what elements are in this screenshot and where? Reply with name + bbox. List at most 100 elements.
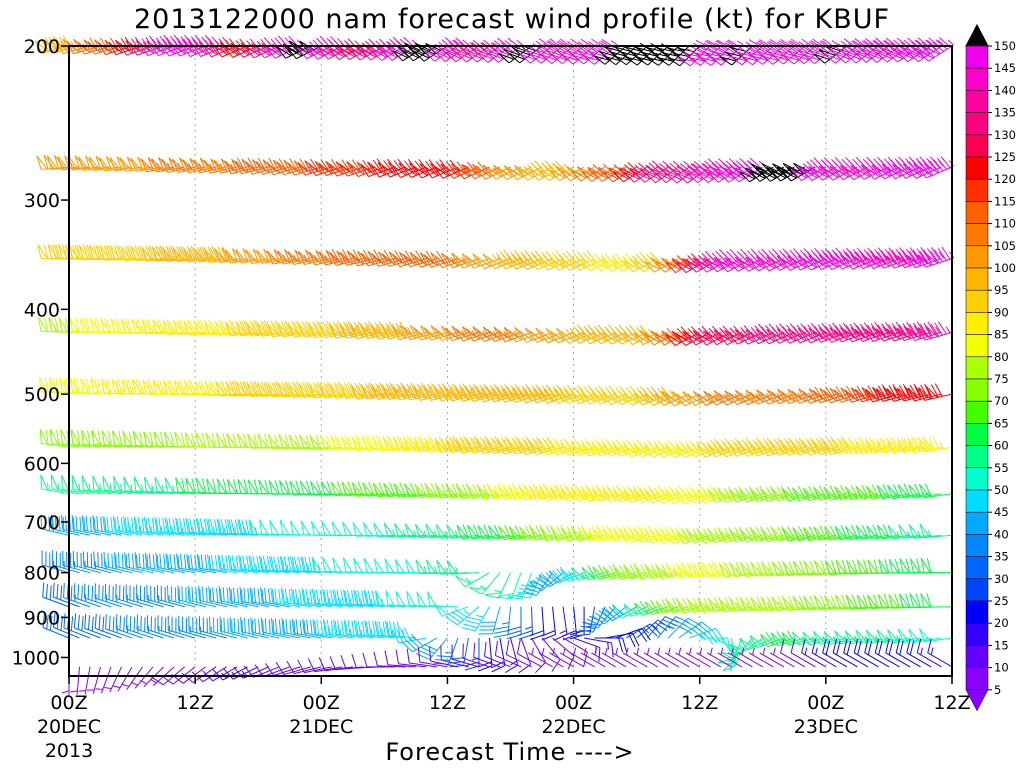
- colorbar-label: 145: [994, 61, 1016, 75]
- wind-barb: [920, 592, 953, 608]
- wind-barb: [248, 555, 280, 574]
- wind-barb: [413, 43, 448, 62]
- wind-barb: [580, 647, 606, 668]
- wind-barb: [822, 247, 860, 271]
- wind-barb: [384, 650, 416, 668]
- wind-barb: [260, 617, 290, 639]
- wind-barb: [406, 648, 437, 668]
- wind-barb: [822, 638, 848, 668]
- colorbar-label: 140: [994, 83, 1016, 97]
- colorbar-bottom-arrow: [965, 689, 989, 712]
- wind-barb: [678, 621, 714, 639]
- wind-barb: [113, 515, 143, 536]
- colorbar-swatch: [965, 112, 989, 136]
- colorbar-label: 35: [994, 550, 1009, 564]
- wind-barb: [515, 572, 543, 599]
- wind-barb: [286, 660, 322, 675]
- wind-barb: [813, 485, 847, 501]
- wind-barb: [498, 525, 532, 541]
- wind-barb: [771, 525, 805, 542]
- x-axis-label: Forecast Time ---->: [385, 738, 634, 766]
- wind-barb: [518, 483, 553, 501]
- colorbar-swatch: [965, 511, 989, 535]
- wind-barb: [322, 588, 353, 608]
- wind-barb: [780, 638, 806, 668]
- wind-barb: [275, 661, 311, 676]
- wind-barb: [548, 566, 585, 584]
- x-tick-label: 12Z: [933, 692, 970, 714]
- colorbar-label: 25: [994, 594, 1009, 608]
- wind-barb: [89, 244, 122, 261]
- wind-barb: [53, 612, 80, 639]
- wind-barb: [508, 525, 543, 541]
- wind-barb: [112, 666, 133, 692]
- wind-barb: [382, 382, 416, 400]
- wind-barb: [224, 248, 259, 264]
- wind-barb: [497, 436, 532, 455]
- colorbar-swatch: [965, 178, 989, 202]
- wind-barb: [790, 638, 816, 668]
- wind-barb: [728, 389, 763, 406]
- colorbar-swatch: [965, 645, 989, 668]
- colorbar-label: 50: [994, 483, 1009, 497]
- wind-barb: [455, 572, 490, 588]
- wind-barb: [887, 524, 921, 540]
- wind-barb: [865, 247, 900, 270]
- wind-barb: [362, 522, 395, 537]
- wind-barb: [583, 637, 614, 658]
- wind-barb: [104, 666, 123, 693]
- wind-barb: [104, 583, 133, 608]
- wind-barb: [654, 390, 690, 406]
- wind-barb: [364, 620, 395, 639]
- y-tick-label: 700: [24, 512, 60, 534]
- wind-barb: [156, 584, 185, 608]
- wind-barb: [395, 649, 427, 668]
- wind-barb: [181, 666, 217, 683]
- wind-barb: [908, 483, 942, 499]
- wind-barb: [311, 556, 343, 574]
- wind-barb: [855, 484, 890, 500]
- colorbar-label: 120: [994, 172, 1016, 186]
- wind-barb: [81, 515, 112, 536]
- wind-barb: [802, 526, 837, 542]
- wind-barb: [136, 614, 164, 639]
- wind-barb: [855, 524, 889, 540]
- colorbar-swatch: [965, 378, 989, 402]
- x-tick-label: 00Z: [50, 692, 87, 714]
- wind-barb: [73, 583, 101, 608]
- wind-barb: [739, 163, 774, 183]
- wind-barb: [446, 524, 480, 539]
- colorbar-label: 70: [994, 394, 1009, 408]
- wind-barb: [897, 628, 932, 643]
- wind-barb: [465, 161, 501, 180]
- wind-barb: [455, 435, 490, 454]
- wind-barb: [322, 619, 353, 639]
- colorbar-label: 5: [994, 683, 1001, 697]
- y-tick-label: 500: [24, 384, 60, 406]
- y-axis: 200 300 400 500 600 700 800 900 1000: [12, 36, 69, 669]
- wind-barb: [217, 554, 248, 574]
- wind-barb: [297, 659, 332, 674]
- colorbar-swatch: [965, 223, 989, 247]
- colorbar-label: 65: [994, 416, 1009, 430]
- wind-barb: [906, 638, 932, 668]
- wind-barb: [119, 156, 154, 172]
- wind-barb: [559, 647, 585, 668]
- wind-barb: [497, 572, 522, 600]
- wind-barb: [917, 156, 955, 179]
- chart-title: 2013122000 nam forecast wind profile (kt…: [134, 4, 890, 35]
- wind-barb: [113, 475, 143, 495]
- wind-barb: [876, 484, 911, 500]
- wind-barb: [908, 524, 942, 539]
- wind-barb: [299, 480, 332, 496]
- wind-barb: [249, 587, 280, 608]
- wind-barb: [102, 475, 133, 495]
- wind-barb: [404, 523, 437, 538]
- wind-barb: [484, 572, 511, 599]
- colorbar-swatch: [965, 400, 989, 424]
- x-tick-label: 12Z: [681, 692, 718, 714]
- colorbar-swatch: [965, 445, 989, 469]
- wind-barb: [601, 647, 627, 668]
- wind-barb: [125, 584, 154, 608]
- wind-barb: [227, 554, 259, 574]
